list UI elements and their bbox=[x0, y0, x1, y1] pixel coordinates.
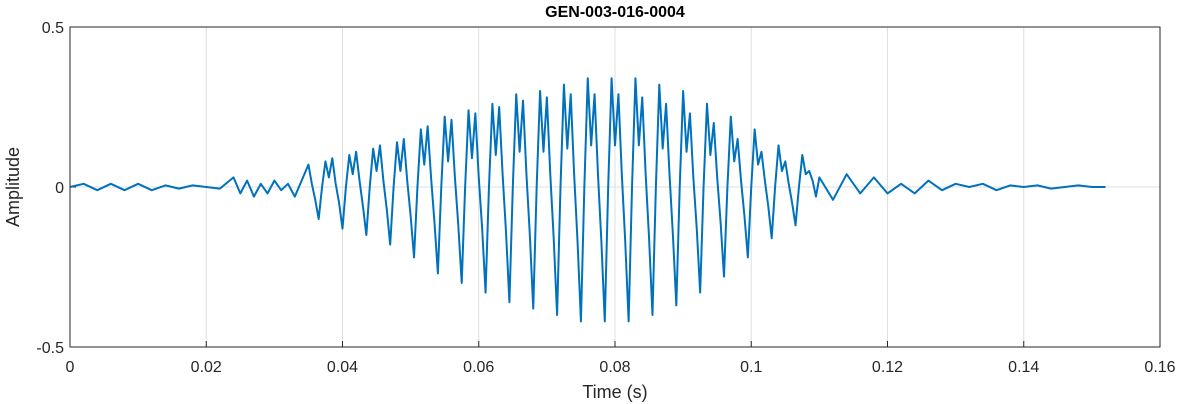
x-tick-label: 0.14 bbox=[1008, 359, 1039, 376]
y-tick-label: 0.5 bbox=[42, 20, 64, 37]
x-tick-label: 0.1 bbox=[740, 359, 762, 376]
y-tick-label: -0.5 bbox=[36, 340, 64, 357]
x-tick-label: 0.02 bbox=[191, 359, 222, 376]
x-tick-label: 0 bbox=[66, 359, 75, 376]
x-tick-label: 0.12 bbox=[872, 359, 903, 376]
x-tick-label: 0.16 bbox=[1144, 359, 1175, 376]
x-tick-label: 0.08 bbox=[599, 359, 630, 376]
x-tick-label: 0.06 bbox=[463, 359, 494, 376]
y-tick-label: 0 bbox=[55, 180, 64, 197]
chart-title: GEN-003-016-0004 bbox=[545, 4, 685, 21]
plot bbox=[69, 77, 1106, 323]
x-tick-label: 0.04 bbox=[327, 359, 358, 376]
y-axis-label: Amplitude bbox=[3, 147, 23, 227]
waveform-line bbox=[69, 77, 1106, 323]
axes-box bbox=[69, 26, 1161, 348]
x-axis-label: Time (s) bbox=[582, 382, 647, 402]
